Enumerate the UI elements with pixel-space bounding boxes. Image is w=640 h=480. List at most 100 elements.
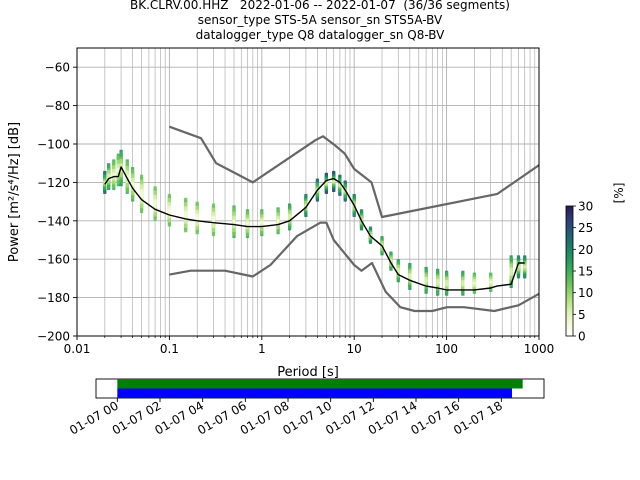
- x-axis-label: Period [s]: [277, 365, 339, 380]
- density-column: [424, 266, 428, 294]
- density-cell: [153, 201, 157, 206]
- new-high-noise-model-line: [169, 125, 539, 219]
- x-tick-label: 1000: [524, 342, 555, 356]
- density-cell: [139, 191, 144, 197]
- density-column: [112, 159, 116, 191]
- density-cell: [396, 269, 400, 273]
- density-cell: [324, 182, 328, 185]
- colorbar-tick-label: 20: [578, 243, 593, 257]
- density-cell: [211, 217, 216, 222]
- mode-curve-line: [104, 166, 525, 291]
- density-column: [408, 263, 412, 290]
- colorbar-label: [%]: [612, 183, 626, 204]
- y-tick-label: −60: [45, 61, 70, 75]
- density-column: [516, 255, 521, 279]
- timeline-bar-blue: [117, 388, 512, 398]
- density-column: [107, 163, 111, 191]
- density-column: [211, 203, 216, 237]
- density-column: [304, 193, 308, 217]
- density-cell: [112, 172, 116, 177]
- density-column: [195, 201, 199, 235]
- density-cell: [445, 281, 449, 285]
- x-tick-label: 100: [435, 342, 458, 356]
- density-cell: [338, 183, 342, 187]
- density-cell: [424, 278, 428, 282]
- chart-title-line-1: BK.CLRV.00.HHZ 2022-01-06 -- 2022-01-07 …: [130, 0, 510, 12]
- density-column: [396, 259, 400, 283]
- density-column: [103, 170, 107, 194]
- density-column: [245, 209, 250, 239]
- chart-title-line-2: sensor_type STS-5A sensor_sn STS5A-BV: [197, 13, 443, 27]
- x-tick-label: 10: [347, 342, 362, 356]
- y-axis-label: Power [m²/s⁴/Hz] [dB]: [7, 122, 22, 262]
- density-column: [509, 255, 513, 288]
- density-column: [232, 205, 236, 239]
- density-column: [436, 268, 440, 296]
- density-column: [125, 159, 129, 194]
- density-cell: [260, 221, 264, 225]
- y-tick-label: −100: [37, 138, 70, 152]
- mode-curve-group: [104, 166, 525, 291]
- density-cell: [332, 180, 336, 183]
- y-tick-label: −200: [37, 330, 70, 344]
- y-tick-label: −160: [37, 253, 70, 267]
- x-tick-label: 1: [258, 342, 266, 356]
- colorbar-tick-label: 30: [578, 200, 593, 214]
- density-column: [131, 167, 135, 202]
- y-tick-label: −120: [37, 176, 70, 190]
- density-cell: [304, 204, 308, 207]
- density-cell: [276, 219, 280, 223]
- density-cell: [107, 174, 111, 179]
- colorbar-tick-label: 0: [578, 330, 586, 344]
- density-column: [276, 207, 280, 235]
- density-column: [389, 251, 393, 271]
- plot-frame: [76, 47, 540, 337]
- density-column: [139, 174, 144, 214]
- density-column: [461, 270, 465, 296]
- density-column: [260, 209, 264, 237]
- density-cell: [472, 281, 477, 285]
- noise-model-curves: [169, 125, 539, 313]
- density-column: [153, 186, 157, 221]
- density-column: [338, 174, 342, 196]
- y-tick-label: −140: [37, 214, 70, 228]
- density-cell: [288, 215, 292, 219]
- x-axis-ticks: 0.01 0.1 1 10 100 1000: [64, 336, 555, 356]
- timeline-bar-green: [117, 379, 523, 389]
- density-column: [324, 172, 328, 194]
- density-column: [288, 203, 292, 231]
- density-column: [167, 193, 171, 227]
- density-cell: [184, 212, 188, 218]
- density-cell: [103, 180, 107, 184]
- x-tick-label: 0.01: [64, 342, 91, 356]
- density-cell: [461, 281, 465, 285]
- y-axis-ticks: −60 −80 −100 −120 −140 −160 −180 −200: [37, 61, 77, 344]
- density-column: [489, 272, 493, 292]
- chart-title-line-3: datalogger_type Q8 datalogger_sn Q8-BV: [195, 28, 445, 42]
- density-column: [523, 255, 527, 279]
- density-cell: [167, 208, 171, 213]
- density-column: [332, 170, 336, 192]
- colorbar-gradient: [565, 205, 574, 337]
- colorbar-tick-label: 10: [578, 286, 593, 300]
- density-cell: [131, 182, 135, 187]
- density-cell: [523, 265, 527, 269]
- colorbar: 0 5 10 15 20 25 30 [%]: [565, 183, 626, 344]
- density-cell: [125, 174, 129, 179]
- timeline-tick-label: 01-07 18: [451, 398, 505, 437]
- density-cell: [509, 269, 513, 274]
- density-cell: [116, 167, 120, 172]
- colorbar-tick-label: 25: [578, 221, 593, 235]
- density-column: [472, 272, 477, 294]
- psd-density-cells: [103, 149, 527, 296]
- density-cell: [195, 215, 199, 220]
- plot-grid: [76, 48, 539, 337]
- density-column: [184, 197, 188, 233]
- density-column: [116, 153, 120, 187]
- density-column: [445, 270, 449, 296]
- y-tick-label: −80: [45, 99, 70, 113]
- density-cell: [489, 281, 493, 284]
- density-cell: [436, 280, 440, 284]
